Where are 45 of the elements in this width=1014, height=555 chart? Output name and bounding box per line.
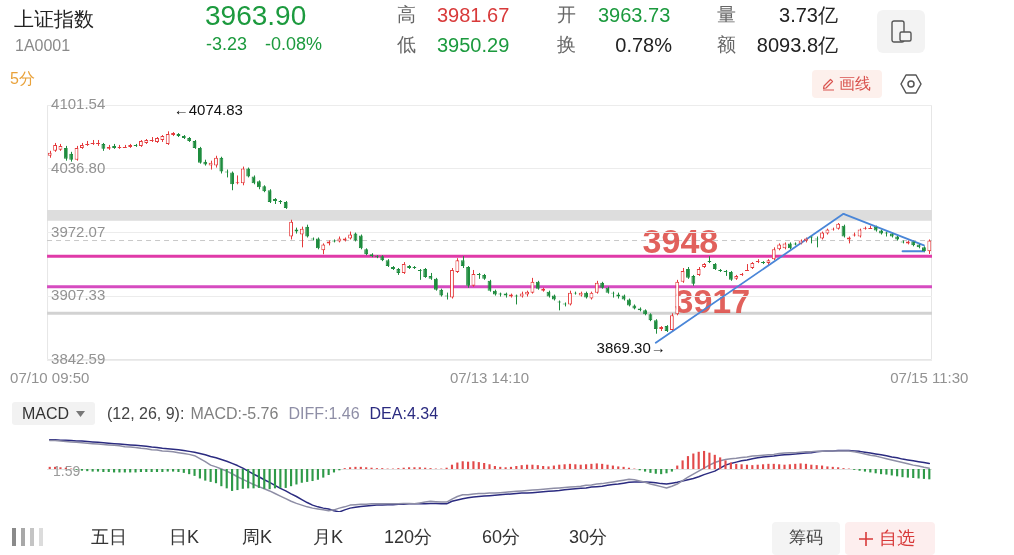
text: 3981.67	[437, 4, 510, 26]
x-tick-label: 07/15 11:30	[890, 369, 969, 387]
text: 5分	[10, 70, 35, 88]
text: 60分	[481, 527, 521, 548]
text: DEA:4.34	[369, 404, 439, 423]
text: 0.78%	[615, 34, 672, 56]
annotation: 1.59	[53, 462, 81, 479]
text: MACD:-5.76	[190, 404, 279, 423]
text: 高	[397, 4, 416, 26]
y-tick-label: 4101.54	[51, 95, 106, 113]
text: 月K	[312, 527, 344, 548]
text: 量	[717, 4, 736, 26]
text: 开	[557, 4, 576, 26]
y-tick-label: 3907.33	[51, 286, 106, 304]
text: 日K	[168, 527, 200, 548]
y-tick-label: 4036.80	[51, 158, 106, 176]
text: 3963.73	[598, 4, 671, 26]
text: 3963.90	[205, 0, 307, 32]
x-tick-label: 07/13 14:10	[449, 369, 530, 387]
text: 周K	[241, 527, 273, 548]
plus-button: 自选	[845, 522, 935, 555]
chips-button: 筹码	[772, 522, 840, 555]
y-tick-label: 3972.07	[51, 222, 106, 240]
text: 3950.29	[437, 34, 510, 56]
draw-button: 画线	[812, 70, 882, 98]
annotation: ←4074.83	[173, 101, 243, 119]
text: 五日	[91, 527, 127, 548]
chart-title: 上证指数	[14, 8, 94, 30]
text: 额	[717, 34, 736, 56]
text: -0.08%	[265, 34, 323, 55]
text: 120分	[383, 527, 433, 548]
annotation: 3869.30→	[596, 338, 666, 356]
x-tick-label: 07/10 09:50	[10, 369, 90, 387]
text: 换	[557, 34, 576, 56]
text: -3.23	[206, 34, 248, 55]
text: 3.73亿	[779, 4, 838, 26]
text: 低	[397, 34, 416, 56]
text: (12, 26, 9):	[107, 404, 185, 423]
dropdown-button: MACD	[12, 402, 95, 425]
chart-title: MACD	[22, 405, 70, 423]
y-tick-label: 3842.59	[51, 350, 106, 368]
chart-subtitle: 1A0001	[15, 37, 71, 55]
text: 30分	[568, 527, 608, 548]
text: DIFF:1.46	[288, 404, 360, 423]
text: 8093.8亿	[756, 34, 838, 56]
